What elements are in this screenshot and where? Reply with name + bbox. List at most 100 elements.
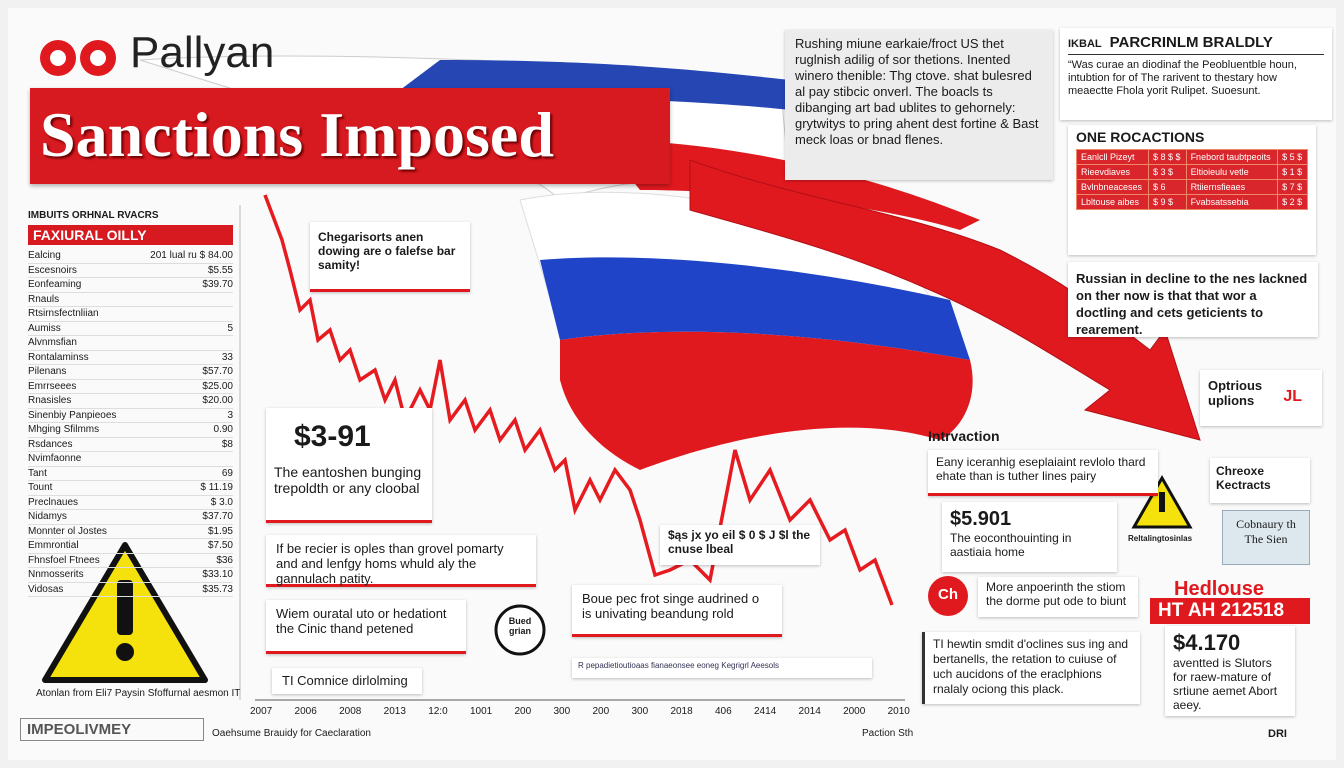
row-label: Rsdances — [28, 438, 73, 450]
ch-icon: Ch — [938, 586, 958, 603]
brand: Pallyan — [130, 28, 275, 77]
x-tick-label: 2013 — [383, 706, 406, 717]
row-label: Pilenans — [28, 366, 67, 377]
callout: Wiem ouratal uto or hedationt the Cinic … — [266, 600, 466, 654]
callout-price: $3-91 — [294, 420, 371, 453]
logo-hole — [50, 50, 66, 66]
x-tick-label: 2018 — [670, 706, 693, 717]
x-tick-label: 1001 — [469, 706, 493, 717]
row-value: $33.10 — [202, 569, 233, 580]
left-row: Emrrseees $25.00 — [28, 380, 233, 394]
right-top-text: “Was curae an diodinaf the Peobluentble … — [1068, 59, 1297, 97]
reaction-cell: $ 1 $ — [1277, 164, 1308, 180]
reaction-cell: $ 5 $ — [1277, 149, 1308, 165]
left-row: Nnmosserits $33.10 — [28, 568, 233, 583]
flag-blue — [540, 257, 970, 360]
left-row: Rsdances $8 — [28, 438, 233, 452]
left-row: Preclnaues $ 3.0 — [28, 496, 233, 510]
badge-circle — [494, 604, 546, 656]
interaction-price: $5.901 — [950, 508, 1012, 530]
left-banner: FAXIURAL OILLY — [28, 225, 233, 245]
x-tick-label: 12:0 — [428, 706, 448, 717]
check-note: Cobnaury th The Sien — [1222, 510, 1310, 565]
x-tick-label: 2008 — [339, 706, 362, 717]
headline-text: aventted is Slutors for raew-mature of s… — [1173, 656, 1278, 712]
left-row: Rtsirnsfectnliian — [28, 307, 233, 322]
reaction-cell: $ 7 $ — [1277, 179, 1308, 195]
left-row: Rnauls — [28, 293, 233, 307]
interaction-title: Intrvaction — [928, 428, 1000, 444]
x-tick-label: 2414 — [753, 706, 777, 717]
row-value: $39.70 — [202, 279, 233, 290]
left-row: Nvimfaonne — [28, 452, 233, 467]
reaction-row: Lbltouse aibes $ 9 $ Fvabsatssebia $ 2 $ — [1075, 194, 1308, 210]
callout-text: $ąs jx yo eil $ 0 $ J $l the cnuse lbeal — [668, 528, 811, 556]
ch-text: More anpoerinth the stiom the dorme put … — [986, 580, 1127, 608]
row-value: 5 — [227, 322, 233, 334]
x-tick-label: 300 — [553, 706, 571, 717]
row-value: 201 lual ru $ 84.00 — [150, 250, 233, 261]
left-row: Eonfeaming $39.70 — [28, 278, 233, 293]
x-tick-label: 2010 — [887, 706, 910, 717]
left-row: Emmrontial $7.50 — [28, 539, 233, 554]
reaction-cell: Fvabsatssebia — [1185, 194, 1279, 210]
row-label: Rontalaminss — [28, 351, 89, 363]
left-rows: Ealcing 201 lual ru $ 84.00 Escesnoirs $5.5… — [28, 249, 233, 597]
callout: If be recier is oples than grovel pomart… — [266, 535, 536, 587]
row-label: Sinenbiy Panpieoes — [28, 409, 117, 421]
row-value: $36 — [216, 554, 233, 566]
left-row: Rontalaminss 33 — [28, 351, 233, 365]
interaction-text: Eany iceranhig eseplaiaint revlolo thard… — [936, 455, 1146, 483]
x-tick-label: 2006 — [294, 706, 317, 717]
ch-box: More anpoerinth the stiom the dorme put … — [978, 577, 1138, 617]
row-value: 69 — [221, 467, 233, 479]
row-label: Nnmosserits — [28, 569, 84, 580]
row-label: Mhging Sfilmms — [28, 424, 100, 435]
left-row: Tant 69 — [28, 467, 233, 481]
x-tick-label: 2014 — [798, 706, 821, 717]
row-label: Emrrseees — [28, 380, 77, 392]
warning-right-text: Reltalingtosinlas — [1128, 534, 1193, 543]
row-label: Rnasisles — [28, 395, 72, 406]
reaction-cell: $ 9 $ — [1148, 194, 1187, 210]
row-label: Preclnaues — [28, 496, 79, 508]
check-box: Chreoxe Kectracts — [1210, 458, 1310, 503]
left-row: Monnter ol Jostes $1.95 — [28, 525, 233, 539]
top-note: Rushing miune earkaie/froct US thet rugl… — [785, 30, 1053, 180]
headline-banner: HT AH 212518 — [1150, 598, 1310, 624]
bottom-logo: IMPEOLIVMEY — [20, 718, 204, 741]
row-value: $5.55 — [207, 264, 233, 276]
warning-mark-small — [1159, 492, 1165, 512]
reaction-cell: Eltioieulu vetle — [1185, 164, 1279, 180]
row-value: $37.70 — [202, 511, 233, 522]
headline-box: $4.170 aventted is Slutors for raew-matu… — [1165, 626, 1295, 716]
title: Sanctions Imposed — [40, 99, 554, 170]
left-row: Sinenbiy Panpieoes 3 — [28, 409, 233, 423]
row-value: $7.50 — [207, 540, 233, 551]
row-value: 33 — [221, 351, 233, 363]
row-value: $35.73 — [202, 583, 233, 595]
row-label: Nidamys — [28, 511, 67, 522]
x-tick-label: 300 — [631, 706, 649, 717]
left-row: Mhging Sfilmms 0.90 — [28, 423, 233, 438]
left-row: Escesnoirs $5.55 — [28, 264, 233, 278]
row-label: Vidosas — [28, 583, 64, 595]
left-row: Rnasisles $20.00 — [28, 394, 233, 409]
row-label: Nvimfaonne — [28, 453, 82, 464]
right-top-box: IKBAL PARCRINLM BRALDLY “Was curae an dio… — [1060, 28, 1332, 120]
row-label: Monnter ol Jostes — [28, 525, 107, 537]
x-tick-label: 2007 — [250, 706, 273, 717]
footer-corner: DRI — [1268, 728, 1287, 740]
left-row: Vidosas $35.73 — [28, 583, 233, 597]
interaction-price-box: $5.901 The eoconthouinting in aastiaia ho… — [942, 502, 1117, 572]
left-row: Fhnsfoel Ftnees $36 — [28, 554, 233, 568]
row-value: $1.95 — [207, 525, 233, 537]
row-value: 0.90 — [213, 424, 233, 435]
reactions-table: Eanlcll Pizeyt $ 8 $ $ Fnebord taubtpeoits… — [1075, 149, 1308, 210]
callout-text: Chegarisorts anen dowing are o falefse b… — [318, 230, 456, 272]
callout-text: Wiem ouratal uto or hedationt the Cinic … — [276, 606, 447, 636]
interaction-bottom-text: TI hewtin smdit d'oclines sus ing and be… — [933, 637, 1129, 696]
ch-circle — [928, 576, 968, 616]
left-row: Aumiss 5 — [28, 322, 233, 336]
